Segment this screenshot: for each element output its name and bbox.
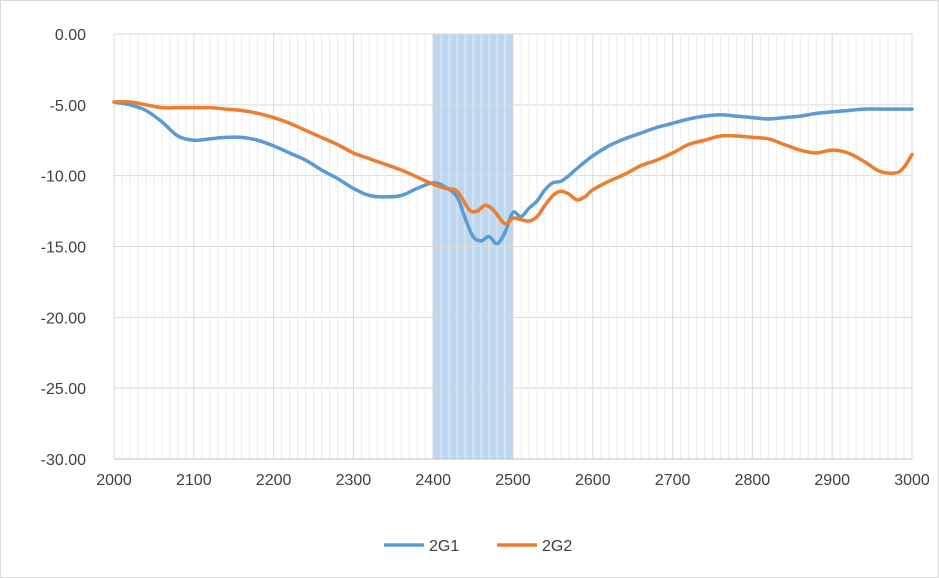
axis-layer: 2000 2100 2200 2300 2400 2500 2600 2700 2800 2900… <box>41 27 930 489</box>
x-tick-label: 2000 <box>96 472 132 489</box>
x-tick-label: 2100 <box>176 472 212 489</box>
series-layer <box>112 100 914 246</box>
y-tick-label: -10.00 <box>41 169 86 186</box>
x-tick-label: 3000 <box>894 472 930 489</box>
series-line-2g2 <box>112 100 914 226</box>
legend-label-2g1: 2G1 <box>429 538 459 555</box>
x-tick-label: 2500 <box>495 472 531 489</box>
x-tick-label: 2700 <box>655 472 691 489</box>
y-tick-label: -25.00 <box>41 381 86 398</box>
y-tick-label: -5.00 <box>50 98 87 115</box>
grid-layer <box>113 33 913 460</box>
legend: 2G1 2G2 <box>384 538 572 555</box>
legend-label-2g2: 2G2 <box>542 538 572 555</box>
x-tick-label: 2600 <box>575 472 611 489</box>
x-tick-label: 2400 <box>415 472 451 489</box>
y-tick-label: 0.00 <box>55 27 86 44</box>
x-tick-label: 2800 <box>735 472 771 489</box>
y-tick-label: -15.00 <box>41 240 86 257</box>
y-tick-label: -20.00 <box>41 310 86 327</box>
x-tick-label: 2200 <box>256 472 292 489</box>
y-tick-label: -30.00 <box>41 452 86 469</box>
x-tick-label: 2300 <box>336 472 372 489</box>
series-line-2g1 <box>112 100 914 246</box>
x-tick-label: 2900 <box>814 472 850 489</box>
